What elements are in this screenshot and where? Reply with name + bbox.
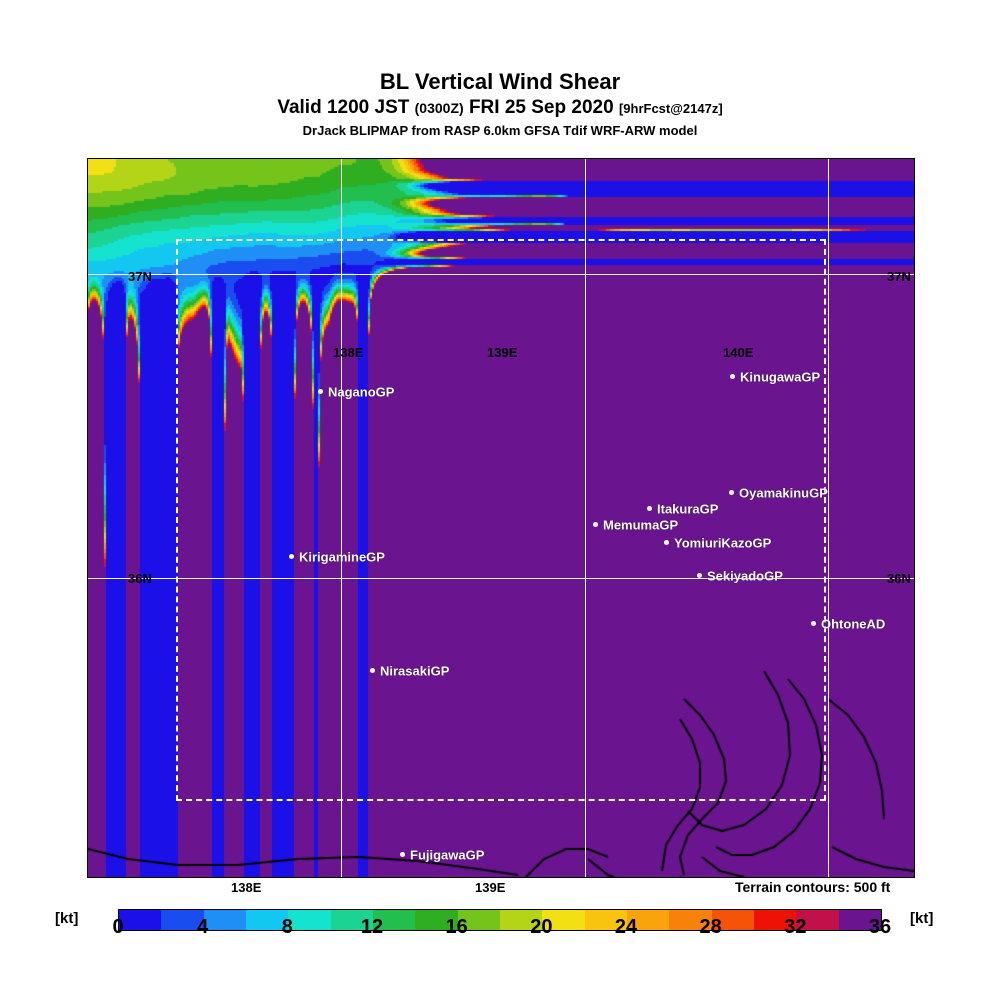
colorbar-tick-36: 36 [868,916,892,938]
station-marker-kirigaminegp[interactable]: KirigamineGP [289,551,385,564]
colorbar-segment-12 [626,910,670,930]
colorbar-segment-3 [245,910,289,930]
station-label: NaganoGP [328,384,395,400]
colorbar-segment-6 [372,910,416,930]
station-marker-sekiyadogp[interactable]: SekiyadoGP [697,570,783,583]
lon-label-bottom-138E: 138E [231,880,262,895]
station-dot-icon [593,522,598,528]
station-label: MemumaGP [603,517,679,533]
station-dot-icon [664,540,669,546]
shear-field-canvas [88,159,914,877]
gridline-lon-138 [341,159,342,877]
colorbar-segment-15 [753,910,797,930]
colorbar-segment-1 [161,910,204,930]
station-label: OyamakinuGP [739,485,828,501]
gridline-lat-37 [88,274,914,275]
colorbar-tick-20: 20 [530,916,553,938]
station-dot-icon [697,573,702,579]
colorbar-segment-13 [669,910,712,930]
station-label: KirigamineGP [299,549,385,565]
colorbar-tick-4: 4 [197,916,209,938]
valid-date: FRI 25 Sep 2020 [468,97,614,118]
station-dot-icon [318,389,323,395]
station-marker-fujigawagp[interactable]: FujigawaGP [400,849,484,862]
colorbar-tick-24: 24 [614,916,638,938]
colorbar-segment-0 [119,910,162,930]
lon-label-top-140E: 140E [723,345,754,360]
lat-label-left-36N: 36N [128,571,152,586]
colorbar-tick-16: 16 [445,916,468,938]
colorbar-segment-2 [203,910,246,930]
colorbar-segment-7 [415,910,458,930]
station-label: FujigawaGP [410,847,485,863]
colorbar-tick-32: 32 [784,916,807,938]
valid-time: Valid 1200 JST [277,97,410,118]
station-marker-kinugawagp[interactable]: KinugawaGP [730,371,820,384]
model-source-line: DrJack BLIPMAP from RASP 6.0km GFSA Tdif… [302,123,698,138]
terrain-contour-note: Terrain contours: 500 ft [735,879,891,895]
station-label: ItakuraGP [657,501,719,517]
lat-label-right-36N: 36N [887,571,911,586]
station-marker-oyamakinugp[interactable]: OyamakinuGP [729,487,828,500]
station-label: YomiuriKazoGP [674,535,772,551]
station-dot-icon [400,852,405,858]
station-label: KinugawaGP [740,369,821,385]
colorbar-units-left: [kt] [55,910,79,927]
colorbar-tick-0: 0 [112,916,124,938]
colorbar-segment-8 [457,910,500,930]
weather-map[interactable]: 138E 139E 140E 37N 36N 37N 36N [87,158,915,878]
colorbar-segment-10 [542,910,585,930]
valid-time-line: Valid 1200 JST (0300Z) FRI 25 Sep 2020 [… [0,96,1000,120]
station-marker-yomiurikazogp[interactable]: YomiuriKazoGP [664,537,771,550]
forecast-stamp: [9hrFcst@2147z] [618,101,723,116]
station-marker-ohtonead[interactable]: OhtoneAD [811,618,885,631]
colorbar-tick-28: 28 [699,916,722,938]
station-marker-nirasakigp[interactable]: NirasakiGP [370,665,449,678]
lon-label-bottom-139E: 139E [475,880,506,895]
station-marker-itakuragp[interactable]: ItakuraGP [647,503,718,516]
gridline-lon-140 [828,159,829,877]
colorbar-tick-8: 8 [281,916,293,938]
station-label: OhtoneAD [821,616,886,632]
colorbar-segment-5 [330,910,373,930]
page-title: BL Vertical Wind Shear [379,69,621,94]
colorbar-segment-4 [288,910,331,930]
station-dot-icon [730,374,735,380]
station-marker-memumagp[interactable]: MemumaGP [593,519,678,532]
colorbar-units-right: [kt] [910,910,934,927]
station-dot-icon [647,506,652,512]
colorbar-segment-11 [584,910,627,930]
title-block: BL Vertical Wind Shear Valid 1200 JST (0… [0,70,1000,139]
lon-label-top-138E: 138E [333,345,364,360]
station-dot-icon [289,554,294,560]
station-dot-icon [729,490,734,496]
colorbar-segment-16 [796,910,839,930]
colorbar[interactable] [118,909,882,931]
inner-domain-box [176,239,826,801]
valid-time-utc: (0300Z) [414,100,464,116]
lon-label-top-139E: 139E [487,345,518,360]
lat-label-left-37N: 37N [128,269,152,284]
colorbar-segment-14 [711,910,754,930]
station-dot-icon [370,668,375,674]
gridline-lon-139 [585,159,586,877]
gridline-lat-36 [88,578,914,579]
colorbar-segment-17 [838,910,881,930]
colorbar-tick-12: 12 [360,916,384,938]
station-marker-naganogp[interactable]: NaganoGP [318,386,394,399]
lat-label-right-37N: 37N [887,269,911,284]
station-label: NirasakiGP [380,663,450,679]
station-dot-icon [811,621,816,627]
station-label: SekiyadoGP [707,568,783,584]
colorbar-segment-9 [499,910,543,930]
